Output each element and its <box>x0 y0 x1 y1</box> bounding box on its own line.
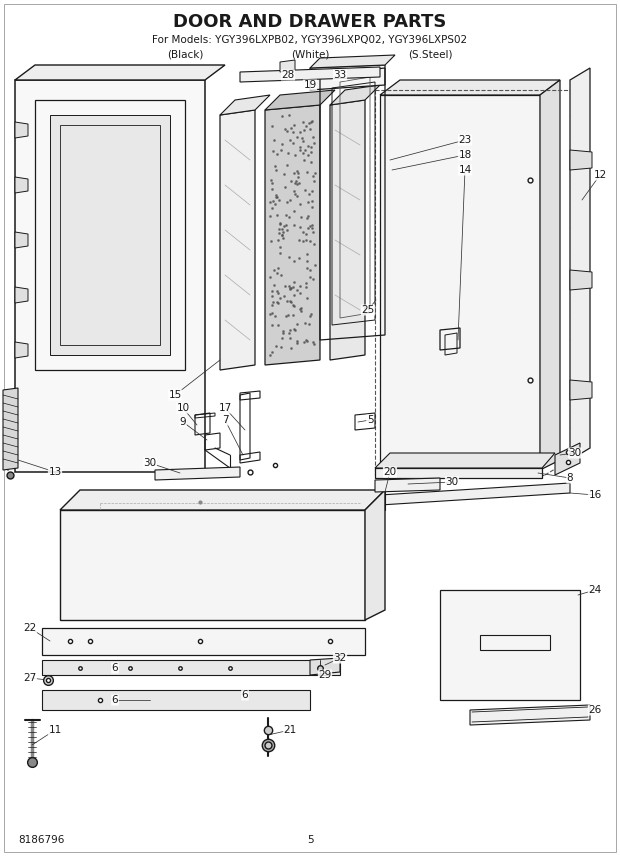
Text: 7: 7 <box>222 415 228 425</box>
Polygon shape <box>42 660 340 675</box>
Text: 5: 5 <box>366 415 373 425</box>
Polygon shape <box>220 110 255 370</box>
Polygon shape <box>15 342 28 358</box>
Text: DOOR AND DRAWER PARTS: DOOR AND DRAWER PARTS <box>174 13 446 31</box>
Polygon shape <box>265 90 335 110</box>
Polygon shape <box>555 443 580 475</box>
Polygon shape <box>380 95 540 470</box>
Polygon shape <box>570 380 592 400</box>
Text: 24: 24 <box>588 585 601 595</box>
Text: 17: 17 <box>218 403 232 413</box>
Text: (S.Steel): (S.Steel) <box>408 49 452 59</box>
Polygon shape <box>42 690 310 710</box>
Polygon shape <box>50 115 170 355</box>
Text: 20: 20 <box>383 467 397 477</box>
Text: 12: 12 <box>593 170 606 180</box>
Text: 8186796: 8186796 <box>18 835 64 845</box>
Polygon shape <box>570 150 592 170</box>
Text: 19: 19 <box>303 80 317 90</box>
Polygon shape <box>330 85 380 105</box>
Text: 6: 6 <box>112 695 118 705</box>
Text: 33: 33 <box>334 70 347 80</box>
Polygon shape <box>15 177 28 193</box>
Text: 27: 27 <box>24 673 37 683</box>
Text: 28: 28 <box>281 70 294 80</box>
Polygon shape <box>570 68 590 460</box>
Polygon shape <box>60 510 365 620</box>
Text: 15: 15 <box>169 390 182 400</box>
Text: 9: 9 <box>180 417 187 427</box>
Polygon shape <box>310 658 340 675</box>
Text: 26: 26 <box>588 705 601 715</box>
Text: 8: 8 <box>567 473 574 483</box>
Polygon shape <box>60 490 385 510</box>
Polygon shape <box>570 270 592 290</box>
Text: 5: 5 <box>307 835 313 845</box>
Polygon shape <box>265 105 320 365</box>
Polygon shape <box>3 388 18 470</box>
Text: (Black): (Black) <box>167 49 203 59</box>
Text: 22: 22 <box>24 623 37 633</box>
Polygon shape <box>440 590 580 700</box>
Text: 10: 10 <box>177 403 190 413</box>
Polygon shape <box>240 67 380 82</box>
Polygon shape <box>280 60 295 72</box>
Polygon shape <box>470 705 590 725</box>
Text: 14: 14 <box>458 165 472 175</box>
Text: eReplacementParts.com: eReplacementParts.com <box>234 494 386 507</box>
Polygon shape <box>220 95 270 115</box>
Text: 18: 18 <box>458 150 472 160</box>
Text: 30: 30 <box>445 477 459 487</box>
Text: (White): (White) <box>291 49 329 59</box>
Polygon shape <box>375 478 440 492</box>
Polygon shape <box>15 80 205 472</box>
Text: 25: 25 <box>361 305 374 315</box>
Text: 29: 29 <box>319 670 332 680</box>
Polygon shape <box>380 80 560 95</box>
Text: 13: 13 <box>48 467 61 477</box>
Text: 30: 30 <box>143 458 157 468</box>
Text: 30: 30 <box>569 448 582 458</box>
Text: 21: 21 <box>283 725 296 735</box>
Text: For Models: YGY396LXPB02, YGY396LXPQ02, YGY396LXPS02: For Models: YGY396LXPB02, YGY396LXPQ02, … <box>153 35 467 45</box>
Polygon shape <box>365 490 385 620</box>
Polygon shape <box>15 122 28 138</box>
Text: 16: 16 <box>588 490 601 500</box>
Polygon shape <box>310 65 385 90</box>
Polygon shape <box>15 65 225 80</box>
Polygon shape <box>375 453 555 468</box>
Text: 6: 6 <box>112 663 118 673</box>
Text: 23: 23 <box>458 135 472 145</box>
Polygon shape <box>540 80 560 470</box>
Text: 6: 6 <box>242 690 249 700</box>
Polygon shape <box>310 55 395 68</box>
Text: 11: 11 <box>48 725 61 735</box>
Polygon shape <box>15 232 28 248</box>
Polygon shape <box>375 468 542 478</box>
Polygon shape <box>35 100 185 370</box>
Polygon shape <box>330 100 365 360</box>
Polygon shape <box>380 483 570 505</box>
Text: 32: 32 <box>334 653 347 663</box>
Polygon shape <box>15 287 28 303</box>
Polygon shape <box>42 628 365 655</box>
Polygon shape <box>155 467 240 480</box>
